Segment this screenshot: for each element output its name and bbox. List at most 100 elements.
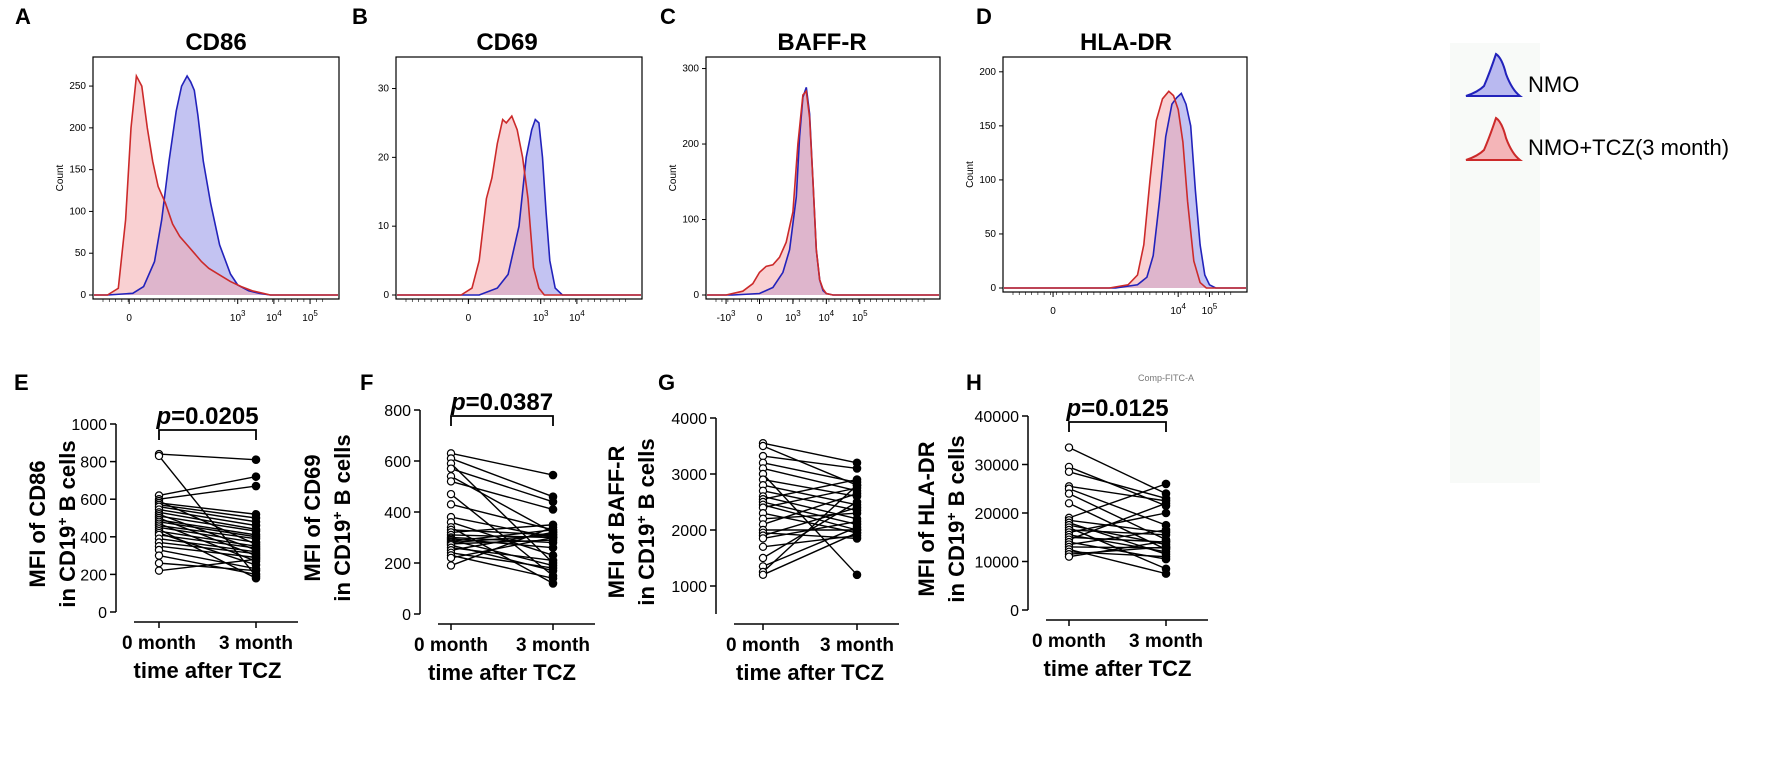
point-0-month: [758, 441, 768, 451]
x-category-label: 3 month: [1129, 631, 1203, 652]
pair-line: [158, 549, 257, 570]
significance-bracket: [158, 429, 257, 440]
paired-panel-E: E 0 200 400 600 800 1000 0 month 3 month time aft…: [14, 370, 298, 683]
y-tick-label: 20: [378, 152, 390, 163]
y-tick-label: 400: [384, 505, 411, 522]
y-tick-label: 1000: [71, 417, 107, 434]
y-tick-label: 30000: [975, 458, 1020, 475]
x-tick-label: 0: [757, 313, 763, 324]
histogram-title: CD86: [185, 29, 246, 56]
x-tick-label: -103: [717, 309, 736, 324]
histogram-line-nmo: [397, 118, 641, 296]
y-axis-label-line1: MFI of CD86: [25, 460, 50, 587]
y-axis-label: Count: [668, 164, 679, 191]
histogram-title: HLA-DR: [1080, 29, 1172, 56]
x-tick-label: 104: [266, 309, 282, 324]
point-3-month: [548, 533, 558, 542]
y-axis-label-line1: MFI of HLA-DR: [914, 441, 939, 596]
paired-dot-panels: E 0 200 400 600 800 1000 0 month 3 month time aft…: [14, 370, 1208, 685]
pair-line: [1068, 471, 1167, 500]
pair-line: [762, 501, 858, 526]
panel-label-D: D: [976, 4, 992, 29]
point-3-month: [251, 481, 261, 491]
pair-line: [1068, 446, 1167, 495]
pair-line: [158, 534, 257, 549]
histogram-line-tcz: [94, 73, 338, 296]
x-category-label: 3 month: [820, 635, 894, 656]
pair-line: [450, 524, 554, 534]
pair-line: [762, 501, 858, 559]
x-tick-label: 105: [1202, 302, 1218, 317]
pair-line: [762, 455, 858, 470]
pair-line: [762, 484, 858, 506]
x-category-label: 3 month: [219, 633, 293, 654]
point-3-month: [1161, 499, 1171, 508]
pair-line: [450, 457, 554, 498]
y-tick-label: 800: [384, 403, 411, 420]
y-axis-label: Count: [965, 161, 976, 188]
pair-line: [762, 484, 858, 573]
point-3-month: [251, 455, 261, 465]
paired-panel-G: G 1000 2000 3000 4000 0 month 3 month time afte…: [604, 370, 899, 685]
pair-line: [450, 547, 554, 562]
panel-label-B: B: [352, 4, 368, 29]
point-3-month: [548, 505, 558, 514]
pair-line: [158, 519, 257, 536]
point-0-month: [758, 570, 768, 580]
y-tick-label: 600: [80, 492, 107, 509]
y-tick-label: 0: [402, 607, 411, 624]
pair-line: [158, 526, 257, 544]
x-tick-label: 103: [533, 309, 549, 324]
point-3-month: [852, 497, 862, 507]
pair-line: [450, 480, 554, 511]
panel-label-F: F: [360, 370, 373, 395]
pair-line: [762, 487, 858, 509]
pair-line: [158, 508, 257, 527]
y-tick-label: 200: [69, 123, 86, 134]
point-3-month: [251, 555, 261, 564]
point-3-month: [251, 472, 261, 481]
point-0-month: [446, 500, 456, 509]
pair-line: [158, 453, 257, 461]
pair-line: [1068, 483, 1167, 519]
y-tick-label: 20000: [975, 506, 1020, 523]
point-0-month: [446, 561, 456, 570]
x-axis-label: time after TCZ: [736, 660, 884, 685]
panel-label-C: C: [660, 4, 676, 29]
plot-frame: [705, 56, 941, 300]
point-0-month: [446, 489, 456, 499]
y-tick-label: 0: [990, 283, 996, 294]
point-3-month: [1161, 569, 1171, 578]
p-value-label: p=0.0387: [450, 389, 553, 416]
point-0-month: [758, 553, 768, 563]
pair-line: [450, 534, 554, 544]
pair-line: [450, 467, 554, 503]
plot-frame: [1002, 56, 1248, 293]
point-3-month: [1161, 479, 1171, 489]
y-tick-label: 0: [98, 605, 107, 622]
x-tick-label: 104: [1170, 302, 1186, 317]
pair-line: [762, 512, 858, 520]
pair-line: [450, 452, 554, 476]
y-tick-label: 0: [1010, 603, 1019, 620]
pair-line: [450, 539, 554, 567]
point-3-month: [548, 497, 558, 507]
y-tick-label: 3000: [671, 467, 707, 484]
point-0-month: [758, 534, 768, 543]
point-3-month: [548, 543, 558, 553]
y-tick-label: 2000: [671, 523, 707, 540]
pair-line: [158, 485, 257, 500]
x-tick-label: 103: [230, 309, 246, 324]
pair-line: [450, 526, 554, 567]
point-3-month: [852, 528, 862, 538]
legend-label-tcz: NMO+TCZ(3 month): [1528, 135, 1729, 160]
x-tick-label: 103: [785, 309, 801, 324]
histogram-area-tcz: [421, 116, 556, 295]
legend: NMO NMO+TCZ(3 month): [1450, 43, 1729, 483]
point-0-month: [154, 451, 164, 461]
y-tick-label: 200: [384, 556, 411, 573]
point-3-month: [852, 464, 862, 473]
y-tick-label: 200: [682, 139, 699, 150]
y-axis-label-line2: in CD19+ B cells: [54, 440, 80, 607]
point-0-month: [758, 451, 768, 461]
